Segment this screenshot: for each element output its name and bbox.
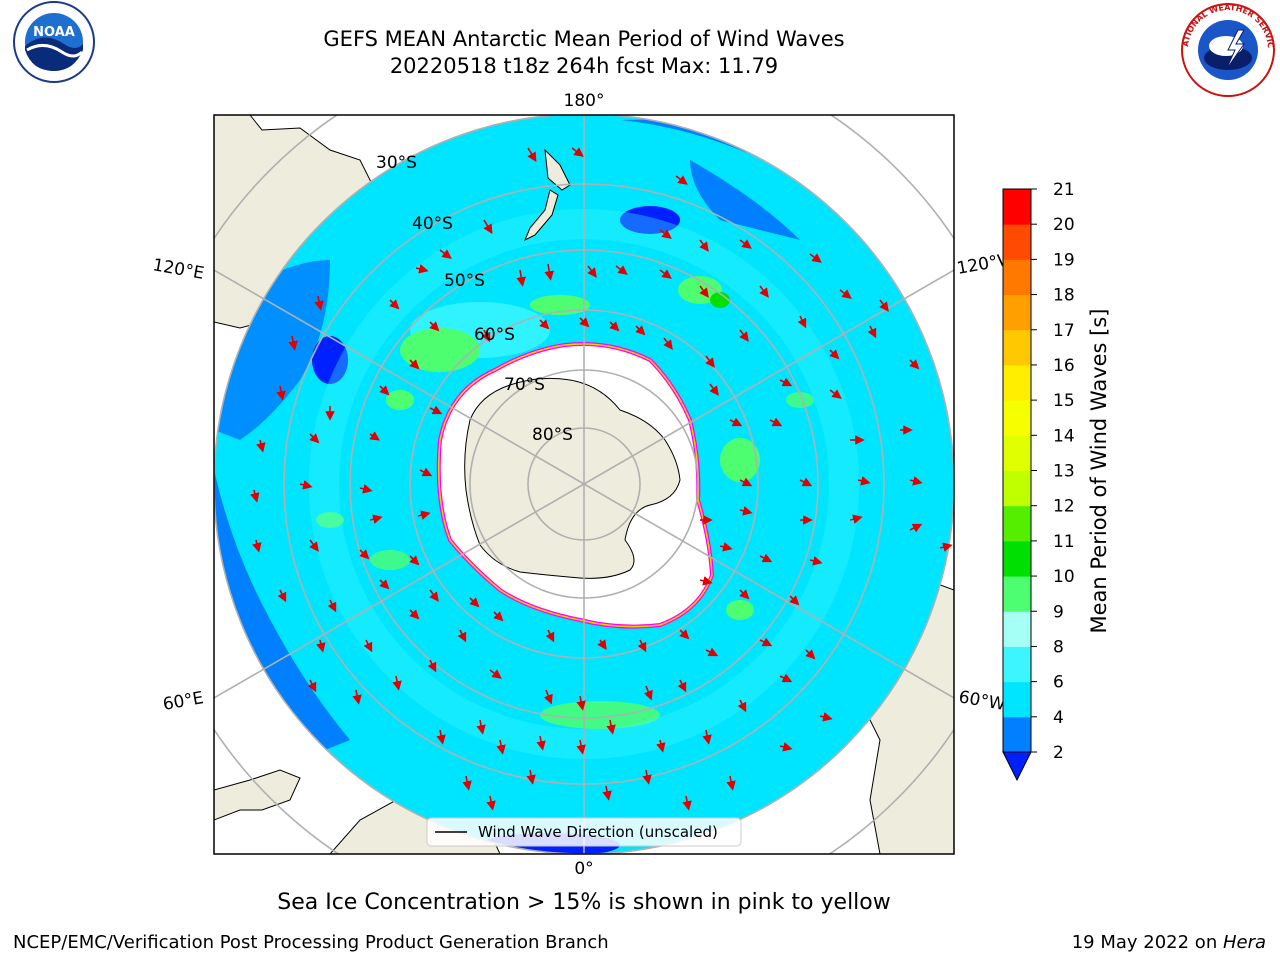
colorbar-under-extension xyxy=(1002,751,1032,782)
colorbar-tick-label: 11 xyxy=(1053,532,1075,552)
footer-date-text: 19 May 2022 on xyxy=(1071,932,1223,953)
colorbar: 2 4 6 8 9 10 11 12 13 14 15 16 17 18 19 20 21 Mean Perio… xyxy=(1002,180,1111,782)
new-zealand-north xyxy=(544,148,571,191)
lat-label-70s: 70°S xyxy=(504,375,545,395)
map-frame xyxy=(213,114,955,855)
colorbar-label: Mean Period of Wind Waves [s] xyxy=(1087,309,1111,634)
map-legend: Wind Wave Direction (unscaled) xyxy=(426,817,742,847)
colorbar-segment xyxy=(1003,646,1031,683)
legend-label: Wind Wave Direction (unscaled) xyxy=(478,823,718,841)
colorbar-tick-label: 2 xyxy=(1053,743,1064,763)
map-panel: 30°S 40°S 50°S 60°S 70°S 80°S Wind Wave … xyxy=(214,115,954,854)
colorbar-tick-label: 9 xyxy=(1053,602,1064,622)
colorbar-segment xyxy=(1003,400,1031,436)
colorbar-segment xyxy=(1003,259,1031,296)
wind-wave-arrows xyxy=(250,147,953,811)
footer-date: 19 May 2022 on Hera xyxy=(1072,932,1266,953)
colorbar-tick-label: 19 xyxy=(1053,250,1075,270)
colorbar-tick-label: 10 xyxy=(1053,567,1075,587)
colorbar-segment xyxy=(1003,364,1031,401)
colorbar-segment xyxy=(1003,329,1031,366)
colorbar-segment xyxy=(1003,611,1031,647)
colorbar-tick-label: 20 xyxy=(1053,215,1075,235)
lon-label-0: 0° xyxy=(574,859,593,879)
lat-label-40s: 40°S xyxy=(412,214,453,234)
footer-host: Hera xyxy=(1222,932,1266,953)
colorbar-segment xyxy=(1003,189,1031,225)
colorbar-segment xyxy=(1003,716,1031,753)
map-title: GEFS MEAN Antarctic Mean Period of Wind … xyxy=(323,27,845,51)
colorbar-tick-label: 6 xyxy=(1053,673,1064,693)
colorbar-tick-label: 13 xyxy=(1053,462,1075,482)
lat-label-80s: 80°S xyxy=(532,425,573,445)
nws-logo: NATIONAL WEATHER SERVICE xyxy=(1178,0,1275,97)
lon-label-180: 180° xyxy=(564,91,605,111)
lon-label-60e: 60°E xyxy=(161,688,205,715)
lat-label-50s: 50°S xyxy=(444,271,485,291)
colorbar-tick-label: 12 xyxy=(1053,497,1075,517)
svg-text:NOAA: NOAA xyxy=(33,25,75,40)
colorbar-segment xyxy=(1003,470,1031,507)
colorbar-tick-label: 4 xyxy=(1053,708,1064,728)
footer-branch: NCEP/EMC/Verification Post Processing Pr… xyxy=(13,932,609,953)
meridians xyxy=(214,115,954,854)
colorbar-segment xyxy=(1003,505,1031,542)
colorbar-tick-label: 21 xyxy=(1053,180,1075,200)
lon-label-60w: 60°W xyxy=(957,687,1007,715)
noaa-logo: NOAA xyxy=(13,1,95,83)
sea-ice-note: Sea Ice Concentration > 15% is shown in … xyxy=(277,890,891,915)
colorbar-segment xyxy=(1003,576,1031,612)
colorbar-segment xyxy=(1003,224,1031,260)
colorbar-tick-label: 18 xyxy=(1053,286,1075,306)
colorbar-segment xyxy=(1003,294,1031,331)
new-zealand-south xyxy=(524,189,559,242)
colorbar-segment xyxy=(1003,435,1031,471)
colorbar-tick-label: 15 xyxy=(1053,391,1075,411)
lon-label-120e: 120°E xyxy=(151,255,205,284)
lat-label-30s: 30°S xyxy=(376,153,417,173)
colorbar-segment xyxy=(1003,540,1031,577)
colorbar-segment xyxy=(1003,681,1031,718)
lat-label-60s: 60°S xyxy=(474,325,515,345)
map-subtitle-date: 20220518 t18z 264h fcst Max: 11.79 xyxy=(389,54,779,78)
madagascar-landmass xyxy=(214,769,301,821)
colorbar-tick-label: 16 xyxy=(1053,356,1075,376)
colorbar-tick-label: 14 xyxy=(1053,426,1075,446)
colorbar-tick-label: 8 xyxy=(1053,637,1064,657)
colorbar-tick-label: 17 xyxy=(1053,321,1075,341)
